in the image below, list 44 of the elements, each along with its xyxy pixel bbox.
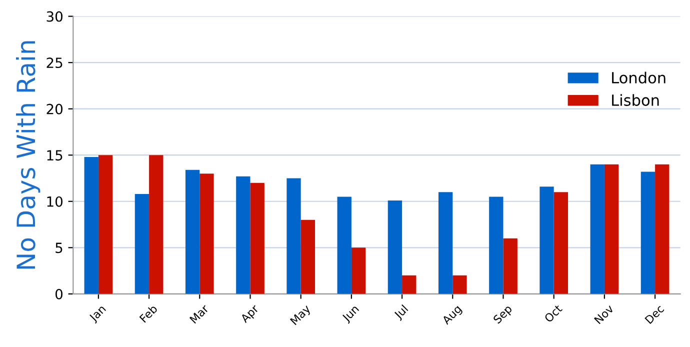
bar — [337, 196, 352, 294]
bar — [540, 186, 554, 294]
y-axis-title: No Days With Rain — [16, 41, 40, 269]
bar — [250, 182, 264, 294]
bar — [134, 194, 150, 294]
x-tick-label: Nov — [594, 304, 614, 324]
bar — [98, 155, 113, 294]
bar — [590, 164, 604, 294]
bar — [655, 164, 670, 294]
y-tick-label: 25 — [46, 58, 62, 68]
bar — [604, 164, 619, 294]
y-tick-label: 20 — [46, 104, 62, 114]
bar — [438, 192, 453, 294]
bar — [200, 174, 214, 294]
x-tick-label: Dec — [644, 304, 664, 324]
bar — [554, 192, 568, 294]
x-tick-label: Jun — [341, 304, 361, 324]
y-tick-label: 15 — [47, 150, 62, 161]
bar — [84, 156, 98, 294]
bar — [236, 176, 250, 294]
bar — [640, 172, 656, 294]
x-tick-label: Jan — [88, 304, 108, 324]
bar — [402, 275, 416, 294]
x-tick-label: Feb — [139, 304, 158, 323]
x-tick-label: Oct — [544, 304, 563, 323]
y-tick-label: 5 — [56, 242, 62, 254]
bar — [286, 178, 301, 294]
bar — [489, 196, 504, 294]
bar — [388, 200, 402, 294]
x-tick-label: Jul — [393, 304, 410, 322]
bar — [300, 220, 316, 294]
bar — [452, 275, 467, 294]
bar — [351, 248, 366, 294]
y-tick-label: 10 — [47, 196, 62, 207]
y-tick-label: 0 — [55, 288, 62, 300]
x-tick-label: Apr — [240, 304, 261, 325]
legend-label: London — [612, 72, 666, 84]
y-tick-label: 30 — [46, 11, 62, 22]
bar — [503, 238, 518, 294]
x-tick-label: Mar — [189, 304, 210, 324]
bar — [149, 155, 164, 294]
x-tick-label: Sep — [492, 304, 514, 326]
legend-label: Lisbon — [612, 94, 659, 106]
bar — [185, 170, 200, 294]
